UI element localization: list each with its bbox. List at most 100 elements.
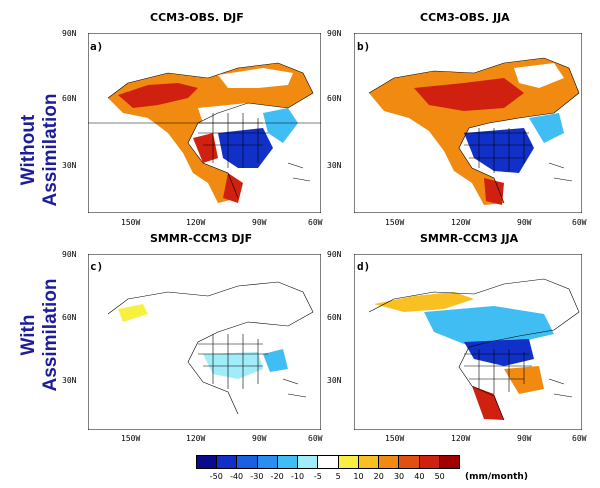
colorbar-label: 40 — [414, 472, 425, 481]
land-area — [472, 386, 504, 420]
colorbar-swatch — [216, 456, 237, 468]
land-area — [484, 178, 504, 205]
map-b-svg — [353, 32, 583, 214]
panel-title-d: SMMR-CCM3 JJA — [420, 232, 519, 245]
colorbar-swatch — [256, 456, 277, 468]
colorbar-label: 5 — [335, 472, 341, 481]
colorbar-label: -20 — [270, 472, 284, 481]
land-area — [118, 83, 198, 108]
colorbar-label: 30 — [393, 472, 405, 481]
land-area — [203, 352, 263, 379]
map-panel-c — [87, 253, 322, 431]
land-area — [529, 113, 564, 143]
land-area — [414, 78, 524, 111]
colorbar-label: 10 — [353, 472, 364, 481]
land-area — [263, 108, 298, 143]
row-label-without-assimilation: Without Assimilation — [18, 75, 62, 225]
colorbar-label: -40 — [230, 472, 244, 481]
map-panel-d — [353, 253, 583, 431]
land-area — [263, 349, 288, 372]
colorbar-swatch — [276, 456, 298, 468]
land-area — [374, 292, 474, 312]
land-area — [193, 133, 218, 163]
lat-tick-60n-d: 60N — [327, 313, 342, 322]
land-area — [118, 304, 148, 322]
colorbar-swatch — [236, 456, 257, 468]
land-area — [108, 282, 313, 419]
lat-tick-60n-b: 60N — [327, 94, 342, 103]
map-d-svg — [353, 253, 583, 431]
coastlines — [368, 278, 580, 421]
lon-tick-120w-a: 120W — [186, 218, 206, 227]
land-area — [218, 128, 273, 168]
lon-tick-90w-a: 90W — [252, 218, 267, 227]
colorbar-swatch — [378, 456, 399, 468]
lon-tick-150w-c: 150W — [121, 434, 141, 443]
map-a-svg — [87, 32, 322, 214]
map-panel-b — [353, 32, 583, 214]
panel-letter-d: d) — [357, 260, 371, 273]
panel-letter-a: a) — [90, 40, 104, 53]
colorbar-swatch — [297, 456, 318, 468]
lat-tick-60n-c: 60N — [62, 313, 77, 322]
colorbar-swatch — [357, 456, 379, 468]
colorbar-label: 50 — [434, 472, 445, 481]
lon-tick-90w-b: 90W — [517, 218, 532, 227]
panel-letter-b: b) — [357, 40, 371, 53]
lon-tick-120w-b: 120W — [451, 218, 471, 227]
colorbar-label: 20 — [373, 472, 384, 481]
land-area — [464, 128, 534, 173]
colorbar-swatch — [317, 456, 338, 468]
lon-tick-60w-b: 60W — [572, 218, 587, 227]
land-area — [464, 339, 534, 366]
land-area — [198, 103, 263, 133]
colorbar-label: -30 — [250, 472, 264, 481]
panel-title-b: CCM3-OBS. JJA — [420, 11, 510, 24]
colorbar — [196, 455, 460, 469]
colorbar-label: -10 — [290, 472, 305, 481]
lon-tick-150w-b: 150W — [385, 218, 405, 227]
lat-tick-30n-c: 30N — [62, 376, 77, 385]
colorbar-swatch — [398, 456, 419, 468]
lat-tick-60n-a: 60N — [62, 94, 77, 103]
lon-tick-60w-a: 60W — [308, 218, 323, 227]
land-area — [223, 173, 243, 203]
lat-tick-90n-b: 90N — [327, 29, 342, 38]
row-label-line1: Without — [18, 114, 39, 186]
lat-tick-30n-a: 30N — [62, 161, 77, 170]
lat-tick-90n-c: 90N — [62, 250, 77, 259]
colorbar-swatch — [438, 456, 460, 468]
lat-tick-90n-a: 90N — [62, 29, 77, 38]
row-label-with-assimilation: With Assimilation — [18, 260, 62, 410]
lon-tick-90w-d: 90W — [517, 434, 532, 443]
map-c-svg — [87, 253, 322, 431]
land-area — [218, 68, 293, 88]
coastlines — [107, 281, 314, 415]
map-panel-a — [87, 32, 322, 214]
lat-tick-30n-b: 30N — [327, 161, 342, 170]
lon-tick-60w-c: 60W — [308, 434, 323, 443]
row-label-line1: With — [18, 314, 39, 356]
lon-tick-90w-c: 90W — [252, 434, 267, 443]
row-label-line2: Assimilation — [40, 278, 61, 392]
panel-letter-c: c) — [90, 260, 104, 273]
lon-tick-150w-d: 150W — [385, 434, 405, 443]
lon-tick-120w-c: 120W — [186, 434, 206, 443]
land-area — [424, 306, 554, 344]
lon-tick-120w-d: 120W — [451, 434, 471, 443]
panel-title-c: SMMR-CCM3 DJF — [150, 232, 253, 245]
colorbar-unit: (mm/month) — [465, 472, 528, 482]
colorbar-swatch — [337, 456, 358, 468]
lat-tick-90n-d: 90N — [327, 250, 342, 259]
row-label-line2: Assimilation — [40, 93, 61, 207]
lat-tick-30n-d: 30N — [327, 376, 342, 385]
lon-tick-150w-a: 150W — [121, 218, 141, 227]
lon-tick-60w-d: 60W — [572, 434, 587, 443]
coastlines — [368, 57, 580, 204]
colorbar-label: -50 — [209, 472, 223, 481]
colorbar-label: -5 — [313, 472, 322, 481]
colorbar-swatch — [418, 456, 439, 468]
land-area — [514, 63, 564, 88]
colorbar-swatch — [197, 456, 217, 468]
panel-title-a: CCM3-OBS. DJF — [150, 11, 244, 24]
